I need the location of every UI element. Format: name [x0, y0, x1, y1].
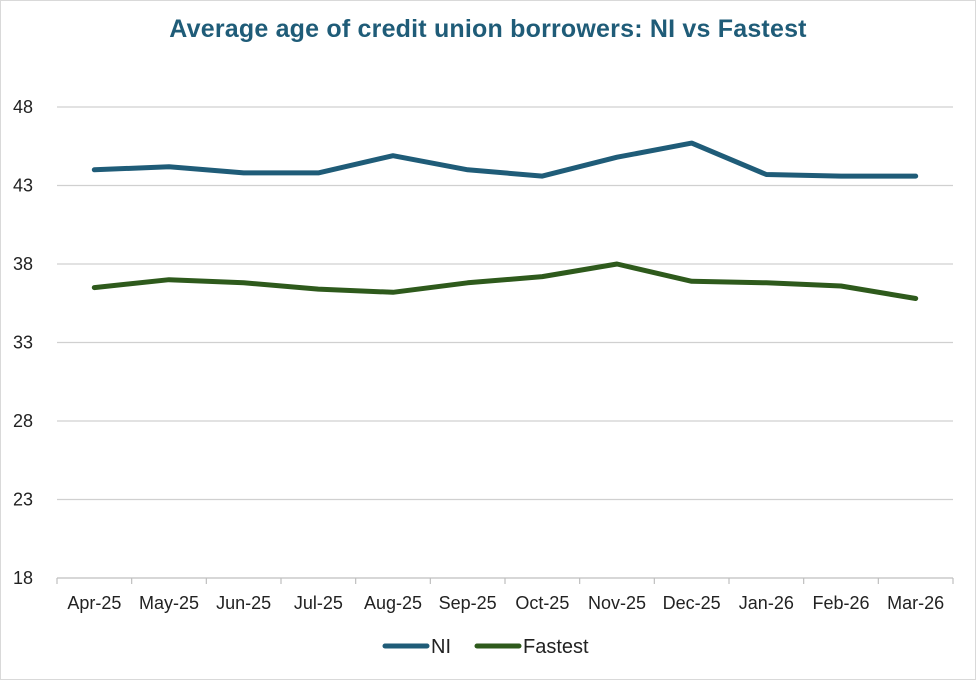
- y-tick-label: 48: [13, 97, 33, 117]
- y-tick-label: 18: [13, 568, 33, 588]
- x-tick-label: Sep-25: [439, 593, 497, 613]
- x-tick-label: Nov-25: [588, 593, 646, 613]
- x-tick-label: Dec-25: [663, 593, 721, 613]
- chart-title: Average age of credit union borrowers: N…: [169, 15, 807, 43]
- series-lines: [91, 140, 919, 301]
- y-axis-ticks: 18 23 28 33 38 43 48: [13, 97, 33, 588]
- x-tick-label: Jul-25: [294, 593, 343, 613]
- x-axis: Apr-25 May-25 Jun-25 Jul-25 Aug-25 Sep-25 Oct-…: [56, 577, 954, 613]
- x-tick-label: Oct-25: [515, 593, 569, 613]
- x-tick-label: Feb-26: [812, 593, 869, 613]
- x-tick-label: Apr-25: [67, 593, 121, 613]
- y-tick-label: 43: [13, 176, 33, 196]
- series-line-fastest: [91, 261, 919, 301]
- x-tick-label: Jan-26: [739, 593, 794, 613]
- x-tick-label: May-25: [139, 593, 199, 613]
- series-line-ni: [91, 140, 919, 179]
- y-tick-label: 28: [13, 411, 33, 431]
- y-tick-label: 38: [13, 254, 33, 274]
- y-tick-label: 23: [13, 490, 33, 510]
- legend-label-fastest: Fastest: [523, 636, 589, 658]
- gridlines: [57, 106, 953, 501]
- legend-label-ni: NI: [431, 636, 451, 658]
- x-tick-label: Mar-26: [887, 593, 944, 613]
- y-tick-label: 33: [13, 333, 33, 353]
- x-tick-label: Jun-25: [216, 593, 271, 613]
- x-tick-label: Aug-25: [364, 593, 422, 613]
- legend: NI Fastest: [382, 636, 589, 658]
